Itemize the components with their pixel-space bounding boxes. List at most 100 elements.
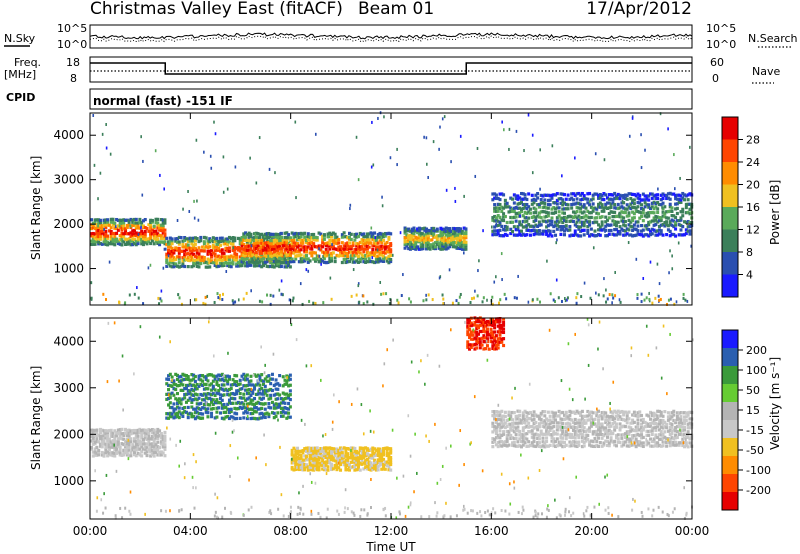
heatmap-cell	[491, 192, 495, 196]
heatmap-cell	[505, 225, 509, 229]
heatmap-cell	[294, 451, 298, 455]
heatmap-cell	[545, 225, 549, 229]
heatmap-cell	[582, 224, 586, 228]
heatmap-cell	[670, 214, 674, 218]
heatmap-cell	[528, 430, 532, 434]
heatmap-cell	[256, 417, 260, 421]
heatmap-cell	[231, 415, 235, 419]
heatmap-cell	[301, 259, 305, 264]
heatmap-cell	[242, 297, 245, 301]
heatmap-cell	[493, 437, 497, 442]
heatmap-cell	[210, 393, 214, 397]
heatmap-cell	[498, 443, 502, 448]
heatmap-cell	[507, 433, 511, 437]
heatmap-cell	[161, 437, 165, 441]
heatmap-cell	[193, 384, 197, 388]
heatmap-cell	[355, 242, 359, 246]
heatmap-cell	[149, 218, 153, 222]
heatmap-cell	[604, 202, 608, 206]
heatmap-cell	[324, 463, 328, 467]
heatmap-cell	[125, 237, 129, 242]
heatmap-cell	[136, 428, 140, 432]
heatmap-cell	[184, 392, 188, 396]
heatmap-cell	[211, 392, 215, 396]
heatmap-cell	[553, 201, 556, 205]
heatmap-cell	[115, 240, 119, 244]
heatmap-cell	[611, 440, 615, 444]
heatmap-cell	[494, 343, 498, 348]
heatmap-cell	[614, 224, 618, 228]
heatmap-cell	[285, 411, 289, 415]
heatmap-cell	[588, 413, 592, 417]
heatmap-cell	[116, 450, 120, 454]
heatmap-cell	[665, 223, 669, 227]
heatmap-cell	[265, 375, 269, 379]
heatmap-cell	[95, 436, 99, 441]
heatmap-cell	[145, 429, 149, 433]
heatmap-cell	[498, 414, 502, 418]
heatmap-cell	[627, 214, 631, 218]
heatmap-cell	[389, 243, 393, 248]
heatmap-cell	[106, 243, 110, 247]
heatmap-cell	[125, 225, 129, 229]
heatmap-cell	[500, 425, 504, 429]
heatmap-cell	[297, 232, 301, 236]
heatmap-cell	[459, 292, 462, 296]
heatmap-cell	[369, 468, 373, 472]
heatmap-cell	[226, 257, 230, 262]
heatmap-cell	[505, 227, 509, 232]
heatmap-cell	[226, 415, 230, 419]
heatmap-cell	[584, 206, 588, 210]
heatmap-cell	[291, 299, 294, 303]
heatmap-cell	[235, 416, 239, 421]
heatmap-cell	[525, 228, 529, 232]
heatmap-cell	[511, 443, 515, 447]
heatmap-cell	[489, 327, 493, 331]
heatmap-cell	[193, 407, 197, 411]
heatmap-cell	[199, 382, 203, 386]
heatmap-cell	[188, 389, 192, 393]
heatmap-cell	[236, 406, 240, 411]
heatmap-cell	[460, 229, 464, 234]
heatmap-cell	[378, 458, 382, 463]
heatmap-cell	[559, 425, 563, 429]
heatmap-cell	[149, 232, 153, 236]
heatmap-cell	[346, 247, 350, 252]
heatmap-cell	[192, 236, 196, 240]
heatmap-cell	[313, 467, 317, 471]
heatmap-cell	[606, 218, 609, 222]
heatmap-cell	[331, 243, 333, 247]
heatmap-cell	[183, 387, 187, 391]
heatmap-cell	[310, 463, 314, 467]
heatmap-cell	[319, 244, 323, 248]
heatmap-cell	[326, 458, 330, 462]
heatmap-cell	[140, 242, 144, 246]
heatmap-cell	[580, 417, 584, 421]
heatmap-cell	[491, 424, 495, 428]
heatmap-cell	[93, 221, 97, 225]
heatmap-cell	[127, 232, 131, 236]
heatmap-cell	[383, 460, 387, 464]
heatmap-cell	[582, 203, 586, 207]
heatmap-cell	[661, 207, 665, 211]
heatmap-cell	[193, 216, 196, 220]
heatmap-cell	[179, 374, 183, 379]
heatmap-cell	[113, 445, 117, 449]
heatmap-cell	[120, 231, 124, 236]
heatmap-cell	[604, 429, 608, 433]
heatmap-cell	[387, 452, 391, 456]
heatmap-cell	[618, 193, 622, 197]
heatmap-cell	[455, 242, 459, 247]
heatmap-cell	[568, 435, 572, 439]
heatmap-cell	[222, 263, 226, 268]
heatmap-cell	[385, 245, 389, 249]
heatmap-cell	[430, 233, 434, 237]
heatmap-cell	[362, 250, 366, 254]
heatmap-cell	[600, 425, 604, 429]
heatmap-cell	[213, 237, 217, 241]
heatmap-cell	[276, 236, 280, 240]
heatmap-cell	[98, 434, 102, 438]
heatmap-cell	[331, 467, 335, 471]
heatmap-cell	[242, 232, 246, 236]
heatmap-cell	[494, 334, 498, 338]
